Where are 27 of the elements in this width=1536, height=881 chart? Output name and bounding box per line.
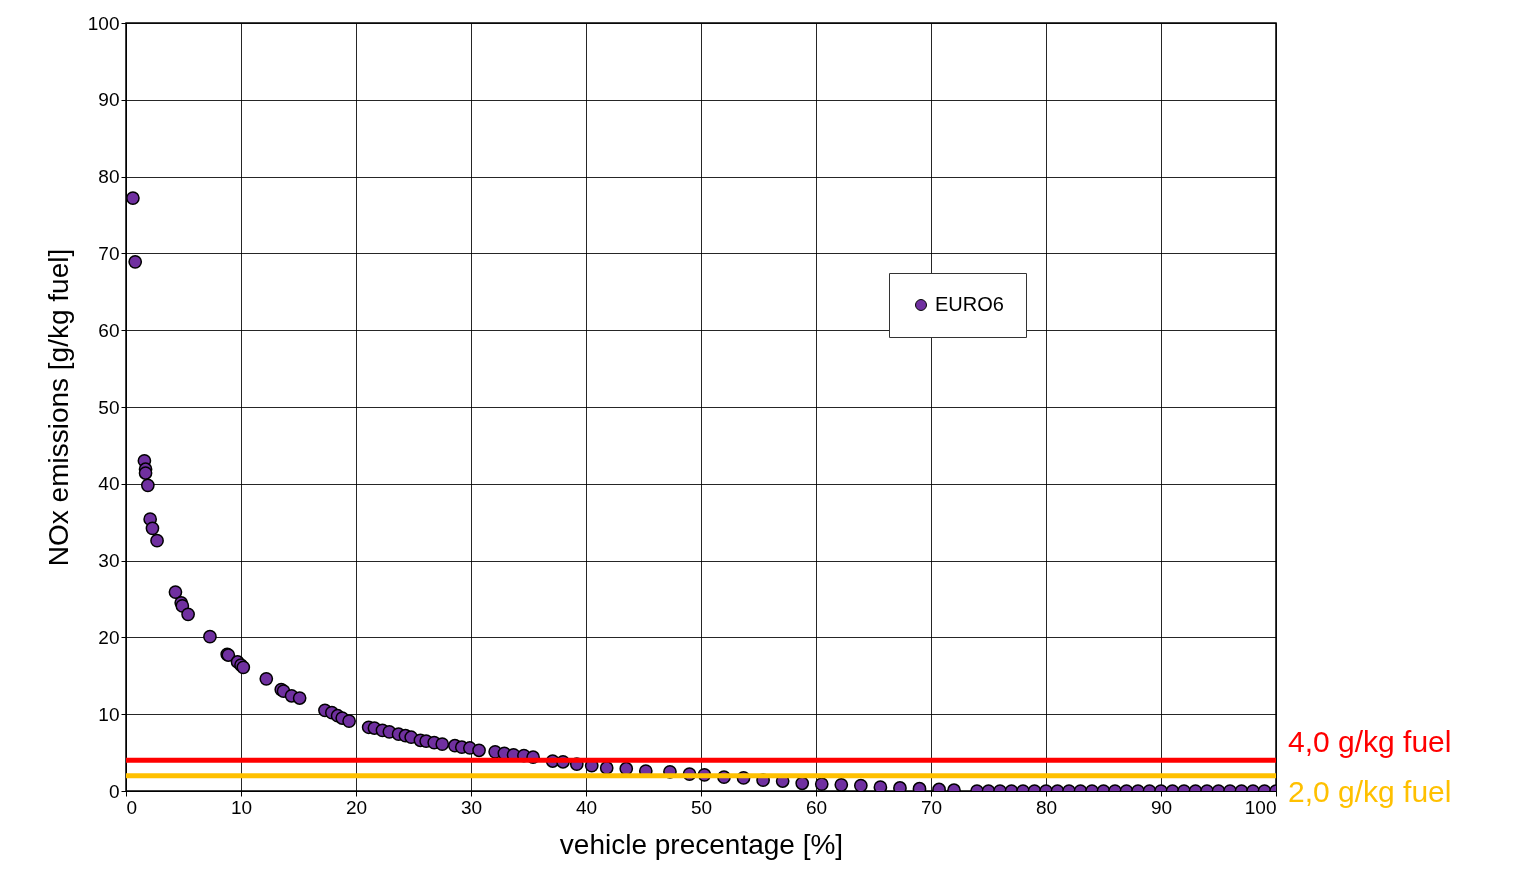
x-tick-label: 60 (805, 796, 828, 818)
y-tick-label: 70 (98, 242, 120, 264)
ref-line-label: 4,0 g/kg fuel (1288, 725, 1452, 759)
x-tick-label: 100 (1244, 796, 1277, 818)
ref-line-label: 2,0 g/kg fuel (1288, 774, 1452, 808)
x-axis-title: vehicle precentage [%] (559, 828, 844, 860)
x-tick-label: 70 (920, 796, 943, 818)
x-tick-label: 50 (690, 796, 713, 818)
y-tick-label: 100 (87, 12, 120, 34)
y-axis-title: NOx emissions [g/kg fuel] (42, 248, 74, 567)
x-tick-label: 40 (575, 796, 598, 818)
y-tick-label: 60 (98, 319, 120, 341)
x-tick-label: 90 (1150, 796, 1173, 818)
y-tick-label: 0 (108, 780, 120, 802)
y-tick-label: 40 (98, 473, 120, 495)
x-tick-label: 30 (460, 796, 483, 818)
x-tick-label: 10 (230, 796, 253, 818)
x-tick-label: 20 (345, 796, 368, 818)
y-tick-label: 20 (98, 626, 120, 648)
legend-label: EURO6 (935, 293, 1004, 315)
x-tick-label: 80 (1035, 796, 1058, 818)
y-tick-label: 30 (98, 550, 120, 572)
y-tick-label: 80 (98, 166, 120, 188)
y-tick-label: 10 (98, 703, 120, 725)
y-tick-label: 50 (98, 396, 120, 418)
x-tick-label: 0 (126, 796, 138, 818)
y-tick-label: 90 (98, 89, 120, 111)
